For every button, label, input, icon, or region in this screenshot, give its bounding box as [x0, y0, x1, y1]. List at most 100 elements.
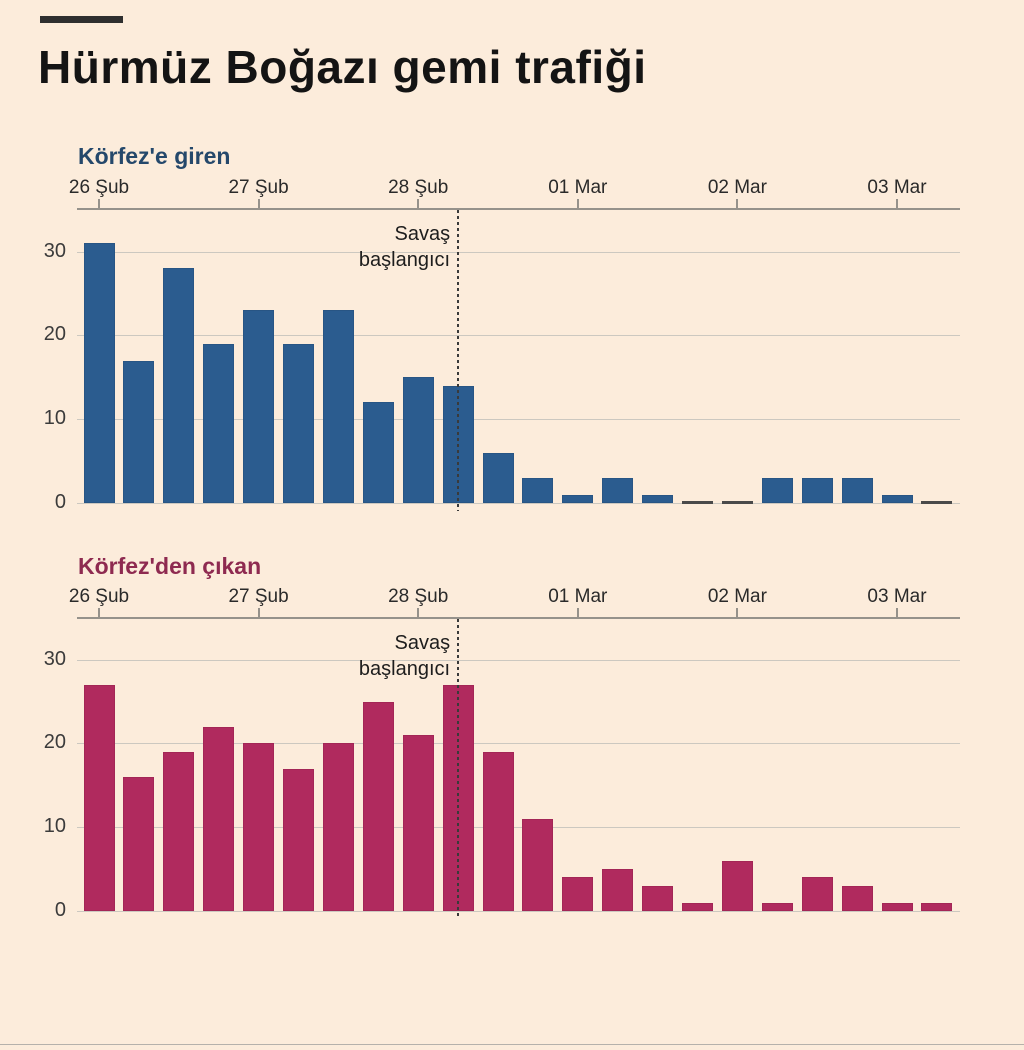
war-start-label: Savaş başlangıcı	[250, 630, 450, 682]
x-tick-label: 28 Şub	[388, 177, 449, 198]
bar	[163, 268, 195, 503]
bar	[482, 751, 514, 911]
bar	[243, 743, 275, 911]
x-tick-label: 03 Mar	[867, 177, 927, 198]
x-axis-tick	[576, 608, 579, 617]
bar	[283, 768, 314, 911]
bar	[362, 402, 394, 503]
x-axis-tick	[257, 608, 260, 617]
y-axis-label: 0	[54, 491, 66, 513]
bar	[881, 902, 913, 911]
bar	[123, 360, 155, 503]
gridline-0	[77, 503, 960, 504]
gridline-30	[77, 251, 960, 253]
bar	[283, 343, 314, 503]
gridline-10	[77, 419, 960, 421]
y-axis-label: 0	[54, 899, 66, 921]
bar	[562, 494, 594, 503]
bar	[83, 243, 115, 503]
x-axis-tick	[736, 608, 739, 617]
bar	[322, 743, 354, 911]
bar	[123, 776, 155, 911]
bar	[402, 735, 434, 911]
bar	[602, 869, 634, 911]
bar	[721, 860, 753, 911]
x-tick-label: 27 Şub	[228, 586, 289, 607]
x-axis-tick	[417, 608, 420, 617]
x-tick-label: 01 Mar	[548, 177, 608, 198]
y-axis-label: 10	[43, 815, 66, 838]
bar	[761, 477, 793, 503]
war-start-line	[457, 210, 460, 511]
y-axis-label: 30	[43, 239, 66, 262]
x-tick-label: 01 Mar	[548, 586, 608, 607]
x-axis-tick	[98, 199, 100, 208]
x-axis-tick	[736, 199, 739, 208]
war-start-label: Savaş başlangıcı	[250, 221, 450, 273]
x-tick-label: 26 Şub	[68, 586, 130, 607]
bar	[522, 477, 554, 503]
x-axis-tick	[576, 199, 579, 208]
bar	[522, 818, 554, 911]
plot-area-entering: 0 10 20 30 26 Şub 27 Şub 28 Şub 01 Mar 02 Mar 03 …	[0, 143, 1024, 533]
x-axis-tick	[417, 199, 420, 208]
title-rule	[40, 16, 123, 23]
bar	[682, 902, 713, 911]
y-axis-label: 30	[43, 647, 66, 670]
bar	[801, 877, 833, 911]
x-tick-label: 26 Şub	[68, 177, 130, 198]
war-start-label-line: Savaş	[394, 223, 451, 245]
bar	[881, 494, 913, 503]
war-start-label-line: başlangıcı	[358, 658, 451, 680]
x-tick-label: 28 Şub	[388, 586, 449, 607]
x-axis-tick	[98, 608, 100, 617]
bottom-divider	[0, 1044, 1024, 1045]
bar	[642, 885, 674, 911]
chart-title-exiting: Körfez'den çıkan	[78, 553, 262, 579]
zero-bar	[682, 501, 713, 504]
bar	[322, 310, 354, 503]
bar	[761, 902, 793, 911]
bar	[83, 684, 115, 911]
x-tick-label: 02 Mar	[707, 586, 767, 607]
y-axis-label: 20	[43, 731, 66, 754]
chart-exiting-gulf: Körfez'den çıkan 0 10 20 30 26 Şub 27 Şub 28 Ş…	[0, 553, 1024, 943]
bar	[402, 377, 434, 503]
gridline-0	[77, 911, 960, 912]
x-tick-label: 02 Mar	[707, 177, 767, 198]
gridline-10	[77, 827, 960, 829]
bar	[362, 701, 394, 911]
zero-bar	[721, 501, 753, 504]
bar	[801, 477, 833, 503]
chart-entering-gulf: Körfez'e giren 0 10 20 30 26 Şub 27 Şub 28 Şub…	[0, 143, 1024, 533]
y-axis-label: 20	[43, 323, 66, 346]
bar	[642, 494, 674, 503]
x-axis-line	[77, 617, 960, 619]
gridline-20	[77, 335, 960, 337]
bar	[562, 877, 594, 911]
bar	[921, 902, 953, 911]
page-title: Hürmüz Boğazı gemi trafiği	[38, 41, 647, 93]
bar	[163, 751, 195, 911]
bar	[203, 726, 235, 911]
war-start-label-line: Savaş	[394, 632, 451, 654]
x-axis-line	[77, 208, 960, 210]
x-tick-label: 27 Şub	[228, 177, 289, 198]
x-axis-tick	[896, 199, 898, 208]
zero-bar	[921, 501, 953, 504]
bar	[243, 310, 275, 503]
bar	[841, 885, 873, 911]
plot-area-exiting: 0 10 20 30 26 Şub 27 Şub 28 Şub 01 Mar 02 Mar 03 …	[0, 553, 1024, 943]
x-axis-tick	[896, 608, 898, 617]
gridline-30	[77, 659, 960, 661]
bar	[203, 343, 235, 503]
y-axis-label: 10	[43, 407, 66, 430]
bar	[841, 477, 873, 503]
bar	[482, 452, 514, 503]
x-axis-tick	[257, 199, 260, 208]
gridline-20	[77, 743, 960, 745]
x-tick-label: 03 Mar	[867, 586, 927, 607]
war-start-line	[457, 619, 460, 919]
chart-title-entering: Körfez'e giren	[78, 143, 231, 169]
